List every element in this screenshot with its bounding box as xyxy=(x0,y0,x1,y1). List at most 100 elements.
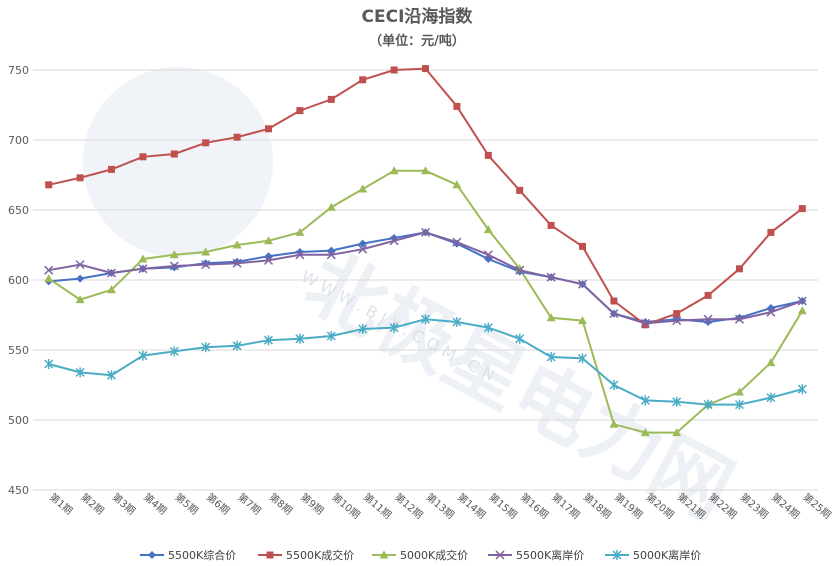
data-point-x xyxy=(263,255,274,265)
data-point-star xyxy=(483,322,493,333)
data-point-triangle xyxy=(201,247,211,256)
data-point-triangle xyxy=(546,313,556,322)
x-tick-label: 第15期 xyxy=(486,490,519,521)
data-point-square xyxy=(798,205,806,213)
data-point-star xyxy=(766,392,776,403)
data-point-star xyxy=(420,314,431,325)
y-tick-label: 500 xyxy=(8,414,29,427)
data-point-square xyxy=(202,139,210,147)
legend-item: 5500K成交价 xyxy=(258,548,354,562)
data-point-square xyxy=(76,174,84,182)
series-4 xyxy=(44,227,807,328)
legend-item: 5000K成交价 xyxy=(372,548,468,562)
data-point-square xyxy=(767,228,775,236)
data-point-x xyxy=(515,265,525,275)
data-point-square xyxy=(390,66,398,74)
data-point-x xyxy=(640,318,650,328)
data-point-square xyxy=(139,153,147,161)
series-5 xyxy=(44,314,807,410)
legend-label: 5000K离岸价 xyxy=(633,548,701,562)
chart-subtitle: （单位：元/吨） xyxy=(369,33,465,49)
data-point-triangle xyxy=(379,550,389,559)
x-axis: 第1期 第2期 第3期 第4期 第5期 第6期 第7期 第8期 第9期 第10期 第11期 第12期第… xyxy=(47,490,834,521)
series-2 xyxy=(45,65,806,329)
data-point-x xyxy=(452,237,462,247)
legend-label: 5500K离岸价 xyxy=(516,548,584,562)
data-point-square xyxy=(359,76,367,84)
data-point-star xyxy=(263,335,274,346)
data-point-star xyxy=(138,350,148,361)
data-point-triangle xyxy=(421,166,430,175)
x-tick-label: 第16期 xyxy=(518,490,551,521)
series-3 xyxy=(44,166,807,437)
data-point-triangle xyxy=(389,166,399,175)
legend-label: 5500K综合价 xyxy=(168,548,236,562)
data-point-x xyxy=(495,550,505,560)
data-point-square xyxy=(108,165,115,173)
data-point-star xyxy=(389,322,399,333)
legend-item: 5000K离岸价 xyxy=(605,548,701,562)
data-point-triangle xyxy=(735,387,744,396)
x-tick-label: 第12期 xyxy=(392,490,425,521)
series-layer xyxy=(44,65,807,437)
data-point-triangle xyxy=(44,274,54,283)
data-point-triangle xyxy=(75,295,85,304)
data-point-x xyxy=(672,316,682,326)
y-tick-label: 650 xyxy=(8,204,29,217)
data-point-triangle xyxy=(483,225,493,234)
data-point-square xyxy=(547,221,555,229)
data-point-square xyxy=(579,242,586,250)
data-point-x xyxy=(546,272,556,282)
data-point-square xyxy=(45,181,53,189)
chart-title: CECI沿海指数 xyxy=(362,6,474,27)
data-point-square xyxy=(516,186,524,194)
legend-label: 5000K成交价 xyxy=(400,548,468,562)
data-point-star xyxy=(169,346,179,357)
data-point-triangle xyxy=(766,358,776,367)
data-point-square xyxy=(610,297,618,305)
data-point-star xyxy=(672,396,682,407)
data-point-triangle xyxy=(672,428,682,437)
data-point-x xyxy=(358,244,368,254)
data-point-x xyxy=(44,265,54,275)
data-point-x xyxy=(609,309,619,319)
data-point-square xyxy=(327,95,335,103)
data-point-x xyxy=(201,260,211,270)
data-point-star xyxy=(326,331,336,341)
data-point-x xyxy=(106,268,117,278)
data-point-triangle xyxy=(452,180,462,189)
y-tick-label: 450 xyxy=(8,484,29,497)
data-point-triangle xyxy=(264,236,273,245)
data-point-square xyxy=(484,151,492,159)
data-point-square xyxy=(736,265,743,273)
x-tick-label: 第6期 xyxy=(204,490,233,517)
watermark-brand-text: 北极星电力网 xyxy=(291,237,746,536)
data-point-triangle xyxy=(609,419,619,428)
x-tick-label: 第2期 xyxy=(78,490,107,517)
data-point-x xyxy=(797,296,807,306)
data-point-star xyxy=(515,333,525,344)
data-point-star xyxy=(734,399,745,410)
data-point-diamond xyxy=(76,274,85,283)
data-point-diamond xyxy=(170,263,179,272)
data-point-star xyxy=(295,333,305,344)
data-point-triangle xyxy=(640,428,650,437)
data-point-x xyxy=(326,250,336,260)
data-point-diamond xyxy=(233,257,242,266)
data-point-square xyxy=(704,291,712,299)
x-tick-label: 第1期 xyxy=(47,490,76,517)
x-tick-label: 第11期 xyxy=(361,490,394,521)
data-point-square xyxy=(453,102,461,110)
data-point-x xyxy=(577,279,588,289)
x-tick-label: 第10期 xyxy=(329,490,362,521)
x-tick-label: 第23期 xyxy=(738,490,771,521)
data-point-triangle xyxy=(358,184,368,193)
data-point-star xyxy=(797,384,807,395)
data-point-x xyxy=(232,258,242,268)
data-point-x xyxy=(169,261,179,271)
y-axis: 450 500 550 600 650 700 750 xyxy=(8,64,29,497)
data-point-triangle xyxy=(107,285,116,294)
y-tick-label: 750 xyxy=(8,64,29,77)
